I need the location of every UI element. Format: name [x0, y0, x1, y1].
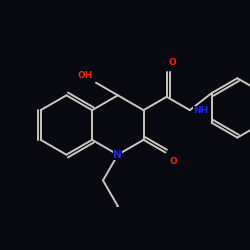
- Text: NH: NH: [193, 106, 208, 115]
- Text: OH: OH: [78, 70, 93, 80]
- Text: N: N: [114, 150, 122, 160]
- Text: O: O: [168, 58, 176, 67]
- Text: O: O: [169, 157, 177, 166]
